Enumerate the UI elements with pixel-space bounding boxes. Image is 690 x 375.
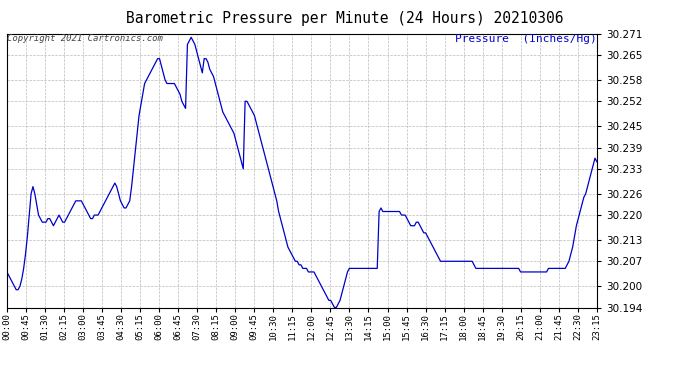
Text: Pressure  (Inches/Hg): Pressure (Inches/Hg) — [455, 34, 597, 44]
Text: Barometric Pressure per Minute (24 Hours) 20210306: Barometric Pressure per Minute (24 Hours… — [126, 11, 564, 26]
Text: Copyright 2021 Cartronics.com: Copyright 2021 Cartronics.com — [7, 34, 163, 43]
